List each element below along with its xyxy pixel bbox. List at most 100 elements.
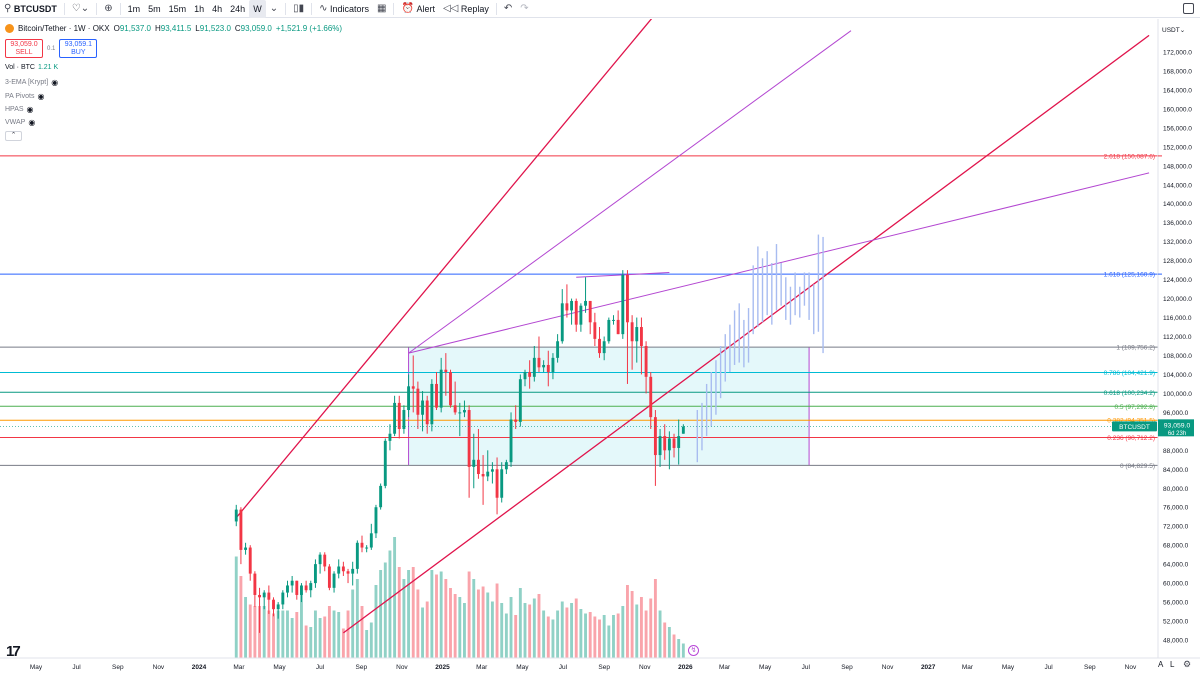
search-icon: ⚲ <box>4 3 12 14</box>
candle-body <box>258 594 261 598</box>
price-tick-label: 56,000.0 <box>1163 600 1189 607</box>
fullscreen-icon[interactable] <box>1183 3 1194 14</box>
volume-indicator-row[interactable]: Vol · BTC 1.21 K <box>5 64 58 71</box>
volume-bar <box>332 610 336 658</box>
auto-scale-button[interactable]: A <box>1158 660 1164 669</box>
volume-bar <box>537 594 541 658</box>
indicator-row-pa-pivots[interactable]: PA Pivots ◉ <box>5 92 44 101</box>
candle-type-icon[interactable]: ▯▮ <box>293 3 305 14</box>
candle-body <box>537 357 541 368</box>
volume-bar <box>500 603 504 658</box>
eye-icon[interactable]: ◉ <box>28 118 36 127</box>
last-price-value: 93,059.0 <box>1164 422 1191 429</box>
indicators-button[interactable]: ∿ Indicators <box>315 0 373 18</box>
buy-button[interactable]: 93,059.1 BUY <box>59 39 98 58</box>
time-tick-label: Sep <box>598 664 610 671</box>
collapse-legend-icon[interactable]: ⌃ <box>5 131 22 141</box>
price-chart[interactable]: 0 (84,829.5) 0.236 (90,712.2) 0.382 (94,35… <box>0 19 1200 675</box>
candle-body <box>518 379 522 422</box>
candle-body <box>379 485 383 508</box>
interval-24h[interactable]: 24h <box>230 3 246 14</box>
divider <box>285 2 287 15</box>
candle-body <box>421 400 424 415</box>
fib-level-label: 0.618 (100,234.2) <box>1104 390 1155 397</box>
volume-bar <box>626 585 629 658</box>
interval-4h[interactable]: 4h <box>212 3 223 14</box>
candle-body <box>411 386 415 389</box>
fib-level-label: 1.618 (125,160.9) <box>1104 272 1155 279</box>
time-tick-label: May <box>273 664 286 671</box>
indicator-row-3ema[interactable]: 3-EMA [Krypt] ◉ <box>5 78 58 87</box>
symbol-tag-bg <box>1112 421 1157 432</box>
undo-icon[interactable]: ↶ <box>503 3 513 14</box>
top-toolbar: ⚲ BTCUSDT ♡⌄ ⊕ 1m 5m 15m 1h 4h 24h W ⌄ ▯… <box>0 0 1200 18</box>
candle-body <box>351 568 355 574</box>
volume-bar <box>486 592 490 658</box>
candle-body <box>262 592 266 598</box>
candle-body <box>663 436 667 451</box>
candle-body <box>425 400 429 425</box>
candle-body <box>397 402 401 429</box>
indicator-row-hpas[interactable]: HPAS ◉ <box>5 105 34 114</box>
volume-bar <box>467 571 471 658</box>
time-tick-label: Nov <box>882 664 894 671</box>
symbol-search-button[interactable]: ⚲ BTCUSDT <box>0 0 61 18</box>
price-tick-label: 152,000.0 <box>1163 144 1192 151</box>
sell-button[interactable]: 93,059.0 SELL <box>5 39 43 58</box>
add-symbol-icon[interactable]: ⊕ <box>104 3 113 14</box>
time-tick-label: Sep <box>356 664 368 671</box>
gear-icon[interactable]: ⚙ <box>1183 659 1192 669</box>
currency-select[interactable]: USDT⌄ <box>1162 27 1186 34</box>
volume-bar <box>351 589 355 658</box>
interval-15m[interactable]: 15m <box>168 3 187 14</box>
volume-bar <box>649 598 653 658</box>
volume-bar <box>290 618 294 658</box>
volume-bar <box>425 601 429 658</box>
volume-bar <box>570 603 574 658</box>
divider <box>495 2 497 15</box>
log-scale-button[interactable]: L <box>1170 660 1175 669</box>
indicator-row-vwap[interactable]: VWAP ◉ <box>5 118 35 127</box>
interval-1m[interactable]: 1m <box>127 3 141 14</box>
price-tick-label: 108,000.0 <box>1163 353 1192 360</box>
volume-bar <box>504 613 508 658</box>
volume-bar <box>556 610 560 658</box>
candle-body <box>579 305 583 325</box>
volume-bar <box>518 588 522 658</box>
volume-bar <box>435 574 438 658</box>
interval-1h[interactable]: 1h <box>194 3 205 14</box>
compare-icon[interactable]: ♡⌄ <box>71 3 90 14</box>
volume-bar <box>612 615 615 658</box>
price-tick-label: 116,000.0 <box>1163 315 1192 322</box>
volume-bar <box>304 625 308 658</box>
volume-bar <box>542 610 546 658</box>
time-tick-label: May <box>30 664 43 671</box>
alert-button[interactable]: ⏰ Alert <box>397 0 438 18</box>
volume-bar <box>267 610 271 658</box>
eye-icon[interactable]: ◉ <box>26 105 34 114</box>
candle-body <box>672 438 676 448</box>
candle-body <box>393 402 397 434</box>
candle-body <box>304 585 308 591</box>
replay-button[interactable]: ◁◁ Replay <box>439 0 493 18</box>
eye-icon[interactable]: ◉ <box>51 78 59 87</box>
divider <box>63 2 65 15</box>
eye-icon[interactable]: ◉ <box>37 92 45 101</box>
candle-body <box>593 322 597 339</box>
interval-5m[interactable]: 5m <box>148 3 161 14</box>
lightning-icon[interactable]: ↯ <box>688 645 699 656</box>
fib-level-label: 0.786 (104,421.9) <box>1104 370 1155 377</box>
price-tick-label: 104,000.0 <box>1163 372 1192 379</box>
price-tick-label: 96,000.0 <box>1163 410 1189 417</box>
candle-body <box>355 542 359 569</box>
redo-icon[interactable]: ↷ <box>520 3 529 14</box>
time-tick-label: 2025 <box>435 664 450 671</box>
replay-label: Replay <box>460 3 489 14</box>
candle-body <box>602 341 606 354</box>
chevron-down-icon[interactable]: ⌄ <box>269 3 279 14</box>
candle-body <box>490 469 494 472</box>
interval-w[interactable]: W <box>249 0 266 18</box>
layout-grid-icon[interactable]: ▦ <box>377 3 387 14</box>
volume-bar <box>253 606 257 658</box>
candle-body <box>313 564 317 584</box>
